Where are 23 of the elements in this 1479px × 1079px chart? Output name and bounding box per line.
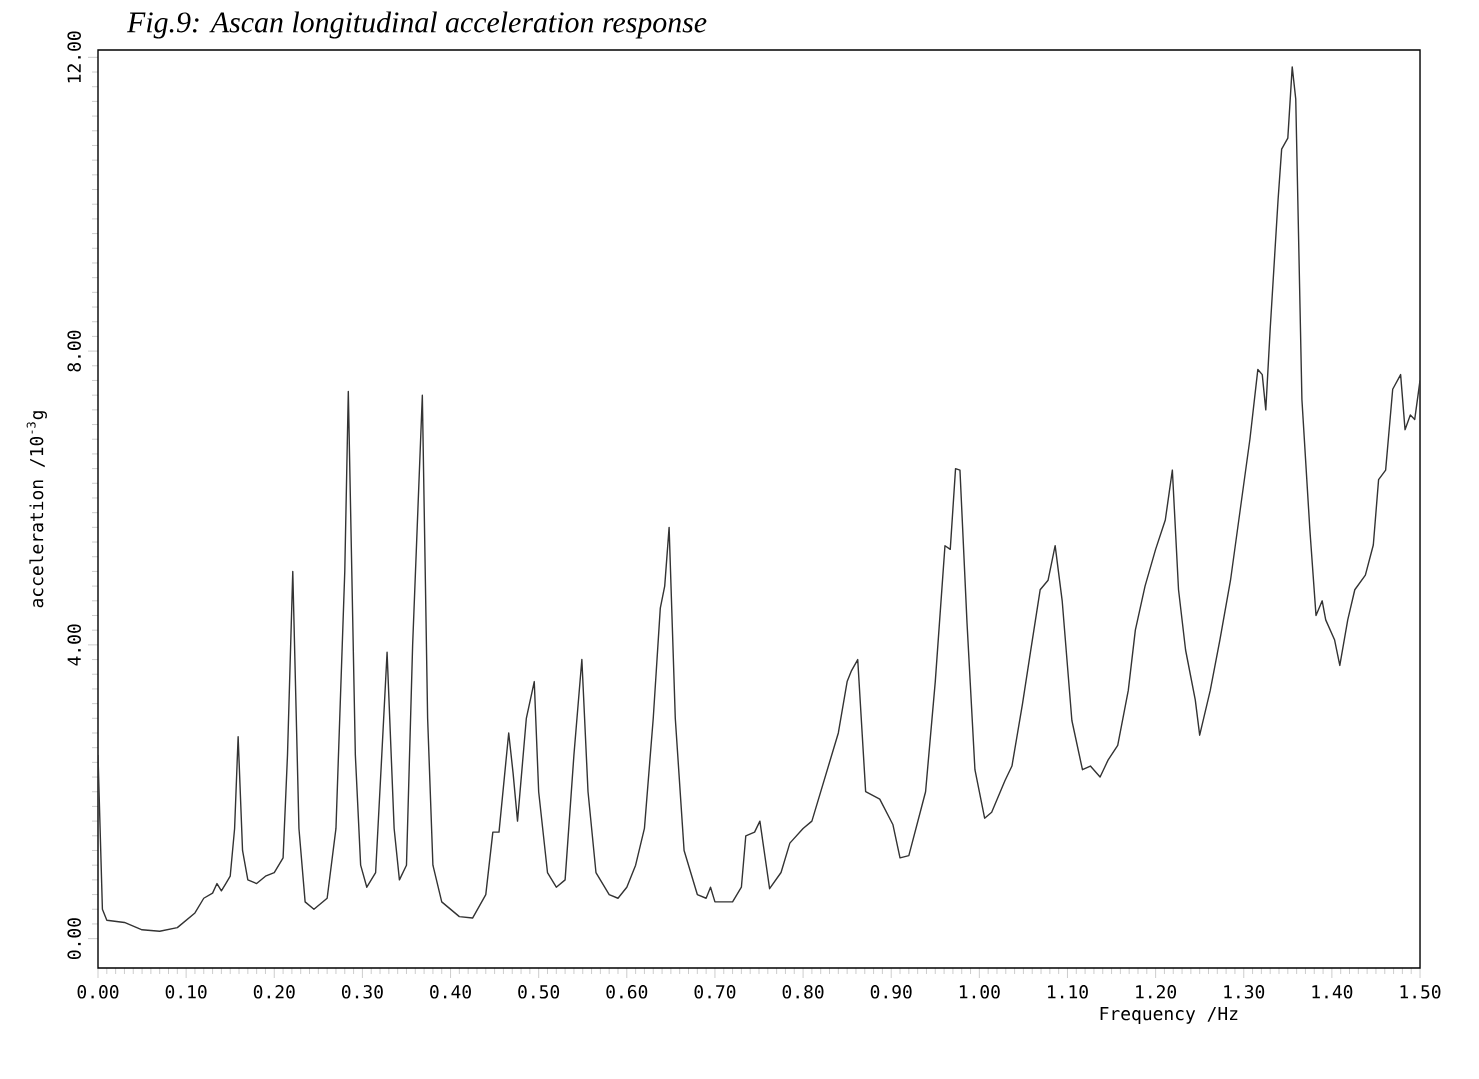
y-tick-label: 0.00 [67,918,81,960]
y-tick-label: 4.00 [67,624,81,666]
y-tick-label: 12.00 [67,31,81,83]
x-tick-label: 0.30 [341,985,383,999]
x-tick-label: 1.50 [1400,985,1441,999]
x-tick-label: 0.50 [518,985,560,999]
x-tick-label: 0.00 [77,985,119,999]
x-tick-label: 0.20 [253,985,295,999]
x-tick-label: 1.00 [959,985,1000,999]
x-tick-label: 1.10 [1048,985,1088,999]
chart-title: Fig.9: Ascan longitudinal acceleration response [126,11,707,39]
y-axis-title: acceleration /10$^{-3}$g [26,411,47,608]
x-axis-title: Frequency /Hz [1100,1007,1238,1024]
x-tick-label: 0.90 [870,985,912,999]
x-tick-label: 0.40 [430,985,471,999]
x-tick-label: 1.30 [1224,985,1265,999]
x-tick-label: 1.40 [1312,985,1353,999]
x-tick-label: 0.70 [694,985,736,999]
x-tick-label: 0.10 [165,985,207,999]
x-tick-label: 0.80 [782,985,824,999]
y-tick-label: 8.00 [67,330,81,372]
x-tick-label: 1.20 [1136,985,1177,999]
x-tick-label: 0.60 [606,985,648,999]
